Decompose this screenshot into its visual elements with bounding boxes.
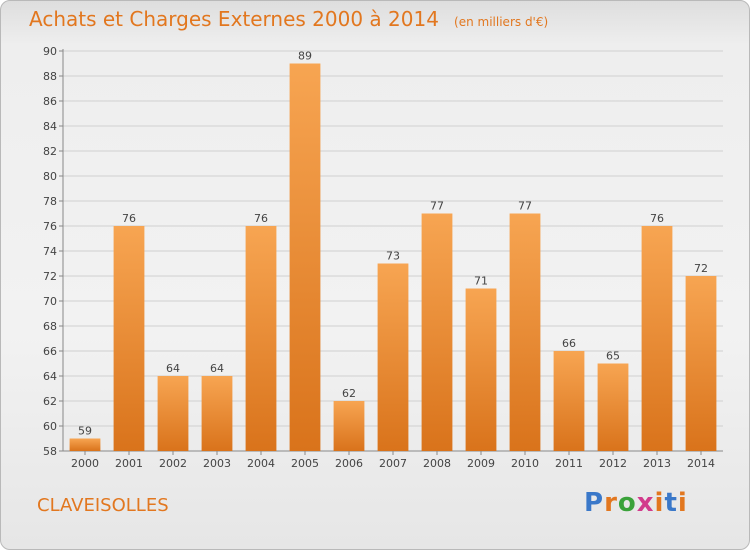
bar: [157, 376, 189, 451]
chart-title: Achats et Charges Externes 2000 à 2014 (…: [29, 7, 548, 31]
x-tick-label: 2004: [247, 457, 275, 470]
logo-letter: x: [636, 488, 655, 518]
bar: [289, 63, 321, 451]
y-tick-label: 66: [43, 345, 57, 358]
x-tick-label: 2011: [555, 457, 583, 470]
x-tick-label: 2014: [687, 457, 715, 470]
x-tick-label: 2007: [379, 457, 407, 470]
bar: [201, 376, 233, 451]
proxiti-logo: Proxiti: [584, 488, 688, 518]
logo-letter: o: [617, 488, 637, 518]
bar: [553, 351, 585, 451]
y-tick-label: 76: [43, 220, 57, 233]
data-label: 59: [78, 425, 92, 438]
bar: [597, 363, 629, 451]
bar: [377, 263, 409, 451]
x-tick-label: 2010: [511, 457, 539, 470]
x-tick-label: 2013: [643, 457, 671, 470]
y-tick-label: 68: [43, 320, 57, 333]
data-label: 64: [166, 362, 180, 375]
chart-title-unit: (en milliers d'€): [454, 15, 549, 29]
bar: [113, 226, 145, 451]
x-tick-label: 2002: [159, 457, 187, 470]
x-tick-label: 2003: [203, 457, 231, 470]
y-tick-label: 60: [43, 420, 57, 433]
chart-title-main: Achats et Charges Externes 2000 à 2014: [29, 7, 439, 31]
bar: [245, 226, 277, 451]
bar: [641, 226, 673, 451]
data-label: 77: [430, 200, 444, 213]
bar: [69, 438, 101, 451]
x-tick-label: 2009: [467, 457, 495, 470]
y-tick-label: 62: [43, 395, 57, 408]
data-label: 62: [342, 387, 356, 400]
y-tick-label: 64: [43, 370, 57, 383]
y-tick-label: 86: [43, 95, 57, 108]
commune-name: CLAVEISOLLES: [37, 495, 169, 516]
y-tick-label: 82: [43, 145, 57, 158]
y-tick-label: 80: [43, 170, 57, 183]
data-label: 71: [474, 275, 488, 288]
x-tick-label: 2012: [599, 457, 627, 470]
data-label: 66: [562, 337, 576, 350]
data-label: 73: [386, 250, 400, 263]
bar: [333, 401, 365, 451]
y-tick-label: 78: [43, 195, 57, 208]
data-label: 76: [650, 212, 664, 225]
logo-letter: t: [664, 488, 678, 518]
data-label: 64: [210, 362, 224, 375]
data-label: 65: [606, 350, 620, 363]
y-tick-label: 74: [43, 245, 57, 258]
data-label: 77: [518, 200, 532, 213]
x-tick-label: 2001: [115, 457, 143, 470]
x-tick-label: 2000: [71, 457, 99, 470]
bars: [69, 63, 717, 451]
bar: [509, 213, 541, 451]
bar: [465, 288, 497, 451]
y-tick-label: 72: [43, 270, 57, 283]
x-tick-label: 2006: [335, 457, 363, 470]
y-tick-label: 58: [43, 445, 57, 458]
y-tick-label: 84: [43, 120, 57, 133]
logo-letter: i: [654, 488, 665, 518]
bar: [421, 213, 453, 451]
y-tick-label: 90: [43, 45, 57, 58]
x-tick-label: 2008: [423, 457, 451, 470]
bar: [685, 276, 717, 451]
data-label: 76: [122, 212, 136, 225]
labels: 58 60 62 64 66 68 70 72 74 76 78 80 82 84 86 88 90 2000 59…: [43, 45, 715, 470]
data-label: 89: [298, 50, 312, 63]
y-tick-label: 88: [43, 70, 57, 83]
logo-letter: r: [604, 488, 618, 518]
data-label: 72: [694, 262, 708, 275]
x-tick-label: 2005: [291, 457, 319, 470]
logo-letter: P: [584, 488, 605, 518]
logo-letter: i: [677, 488, 688, 518]
data-label: 76: [254, 212, 268, 225]
y-tick-label: 70: [43, 295, 57, 308]
